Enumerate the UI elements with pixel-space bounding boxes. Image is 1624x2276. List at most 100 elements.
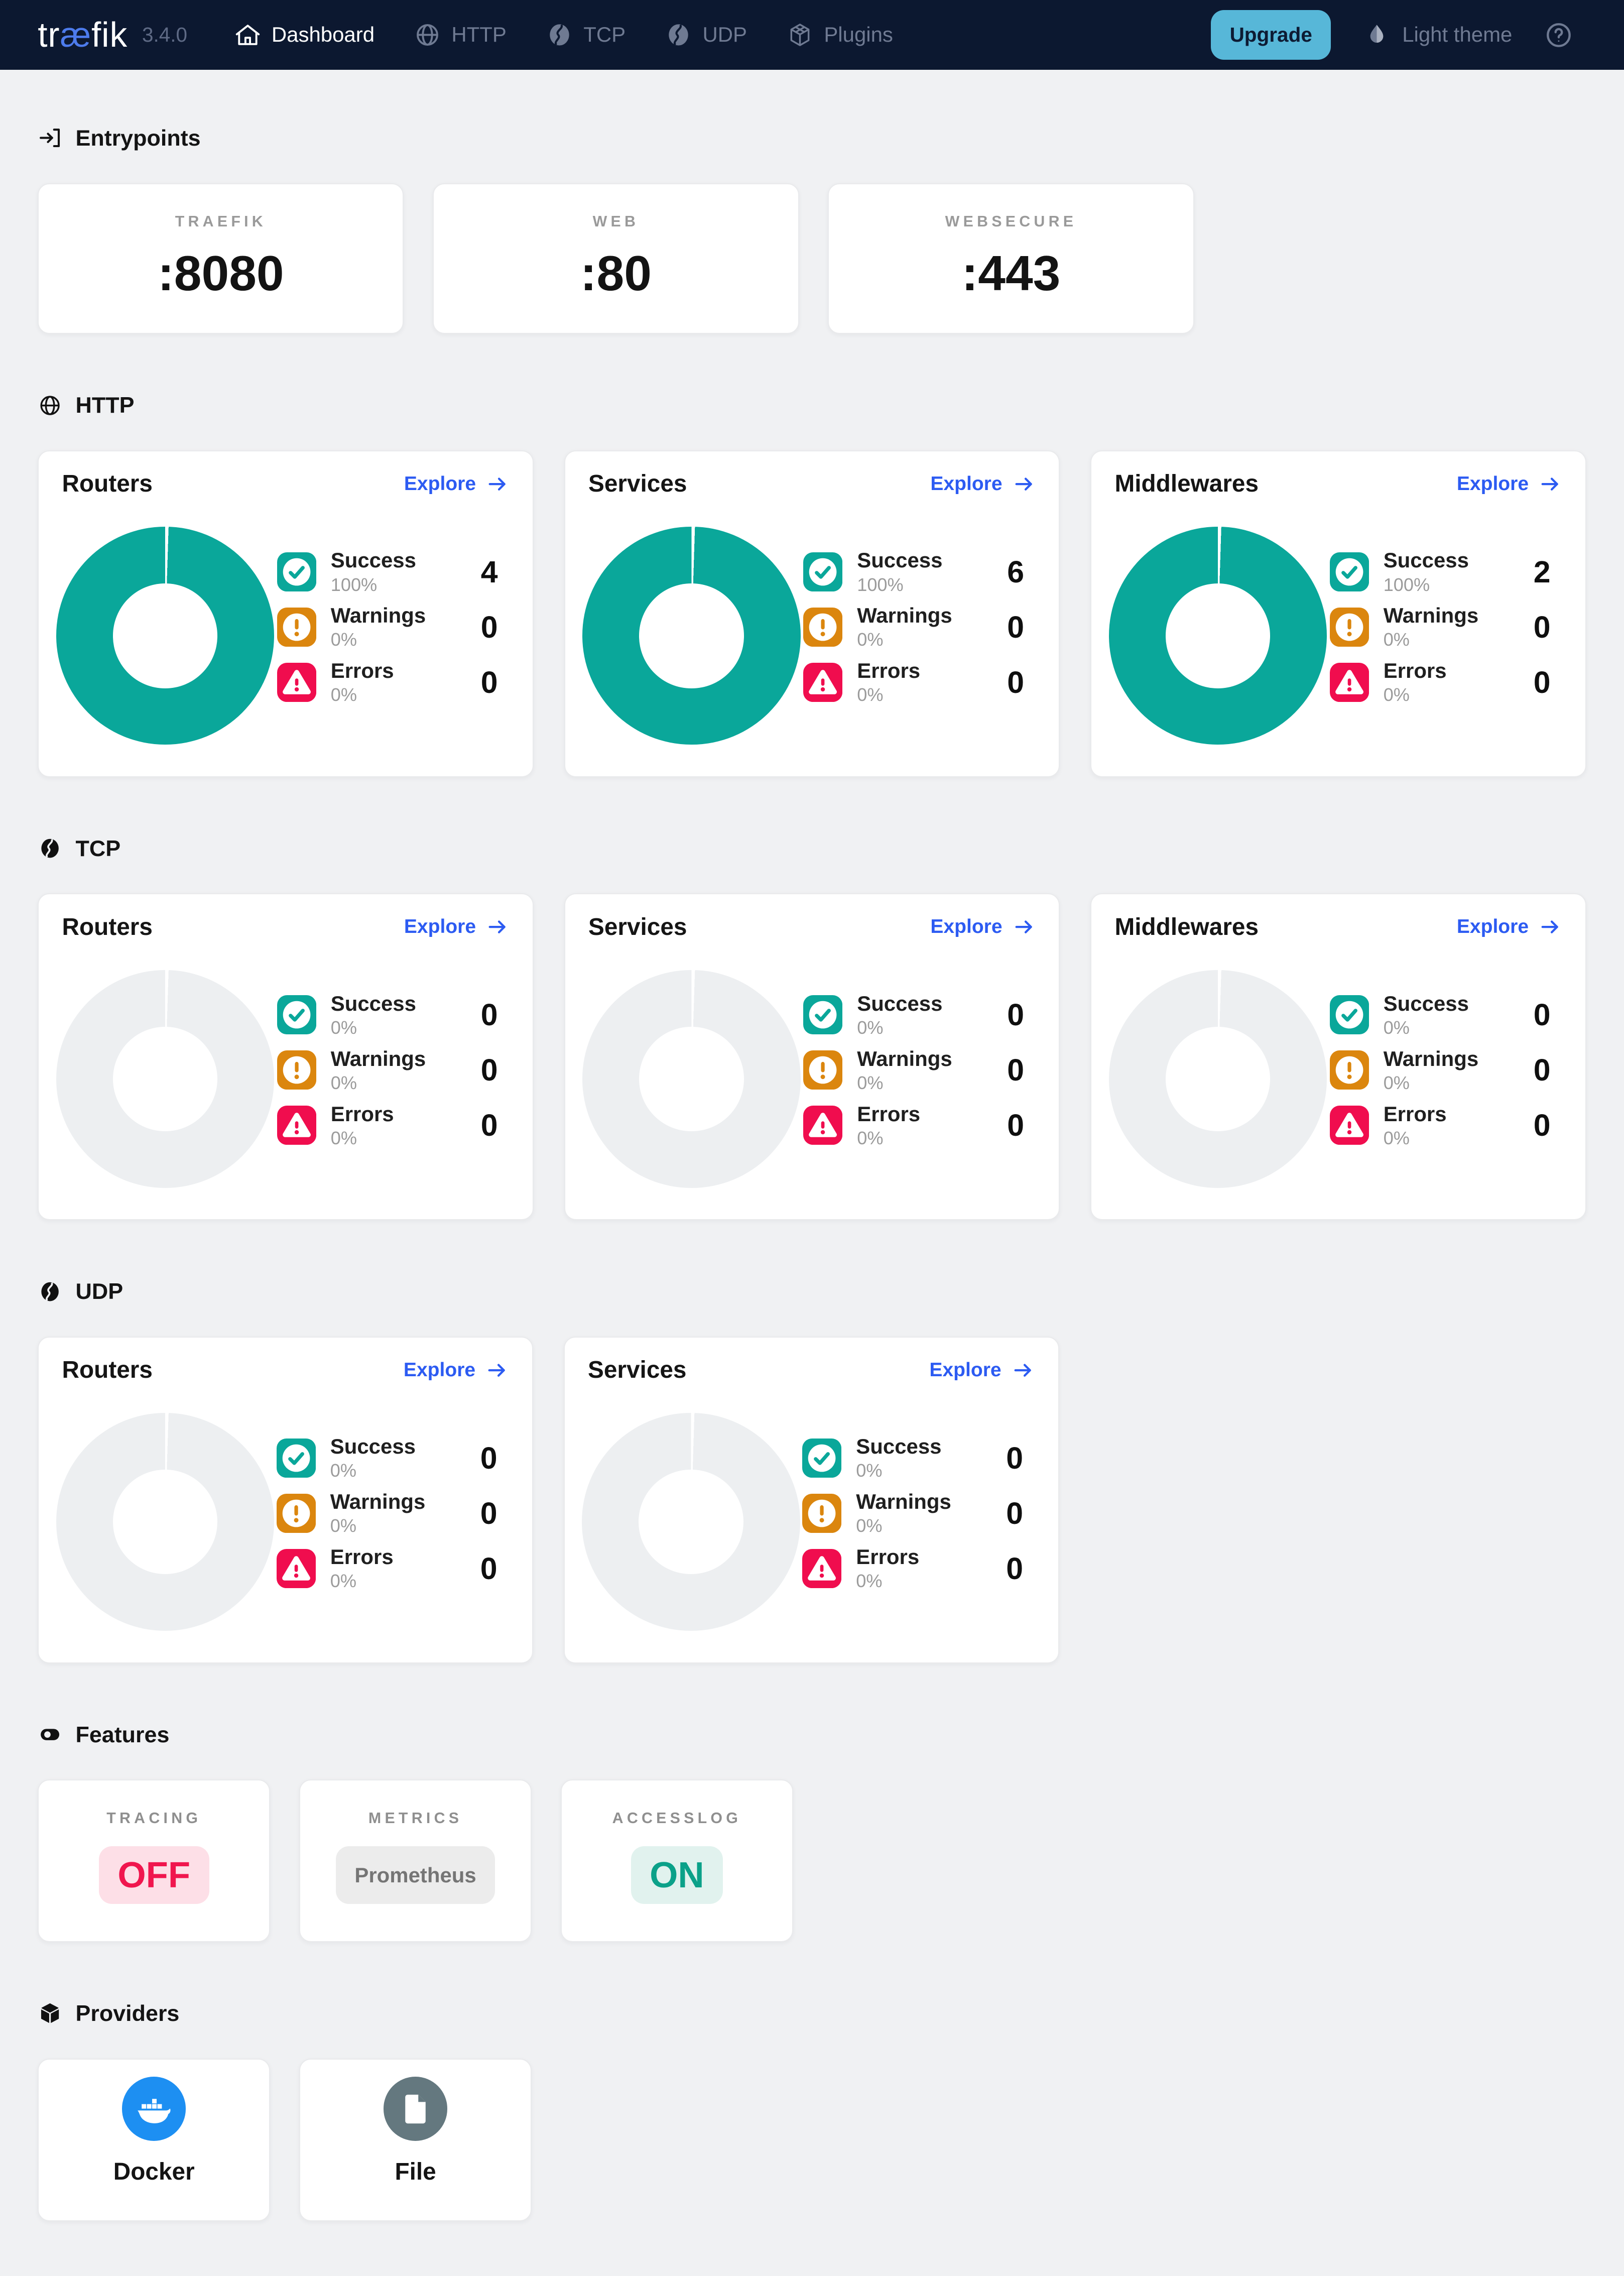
explore-link[interactable]: Explore <box>1457 915 1562 938</box>
entrypoint-name: WEB <box>592 213 640 230</box>
section-title: Features <box>75 1721 170 1747</box>
http-header: HTTP <box>38 392 1586 418</box>
navbar-right: Upgrade Light theme <box>1210 10 1586 60</box>
upgrade-button[interactable]: Upgrade <box>1210 10 1331 60</box>
nav-item-plugins[interactable]: Plugins <box>786 21 893 49</box>
errors-count: 0 <box>480 1108 498 1143</box>
legend-row-warnings: Warnings 0% 0 <box>803 1045 1024 1095</box>
provider-name: Docker <box>113 2159 195 2186</box>
card-title: Routers <box>62 913 153 940</box>
explore-link[interactable]: Explore <box>930 472 1036 496</box>
card-title: Services <box>588 470 687 498</box>
section-entrypoints: Entrypoints TRAEFIK :8080 WEB :80 WEBSEC… <box>38 125 1586 334</box>
nav-item-dashboard[interactable]: Dashboard <box>234 21 374 49</box>
errors-count: 0 <box>1007 665 1024 699</box>
errors-count: 0 <box>1533 665 1551 699</box>
card-title: Middlewares <box>1114 470 1259 498</box>
nav-item-http[interactable]: HTTP <box>414 21 507 49</box>
globe-icon <box>38 393 62 418</box>
toggle-icon <box>38 1722 62 1747</box>
donut-chart <box>582 527 801 745</box>
section-title: UDP <box>75 1278 123 1304</box>
theme-toggle[interactable]: Light theme <box>1363 21 1512 49</box>
legend-row-success: Success 100% 4 <box>277 547 498 596</box>
success-count: 0 <box>1533 998 1551 1032</box>
feature-name: TRACING <box>106 1810 202 1827</box>
question-icon <box>1544 21 1573 50</box>
nav-item-tcp[interactable]: TCP <box>546 21 626 49</box>
legend-row-warnings: Warnings 0% 0 <box>277 1489 497 1538</box>
docker-icon <box>122 2077 186 2141</box>
error-icon <box>1330 663 1369 702</box>
arrow-right-icon <box>1012 1359 1035 1382</box>
udp-services-card: Services Explore Success 0% 0 <box>563 1336 1059 1663</box>
entrypoints-header: Entrypoints <box>38 125 1586 151</box>
plugins-icon <box>786 21 814 49</box>
section-title: Providers <box>75 2000 180 2026</box>
legend-row-success: Success 0% 0 <box>277 1433 497 1483</box>
error-icon <box>802 1549 841 1588</box>
success-count: 4 <box>480 554 498 589</box>
provider-card-file: File <box>299 2058 532 2221</box>
legend-row-warnings: Warnings 0% 0 <box>802 1489 1023 1538</box>
feature-name: ACCESSLOG <box>612 1810 742 1827</box>
donut-chart <box>1108 527 1327 745</box>
legend-row-success: Success 0% 0 <box>277 990 498 1039</box>
donut-chart <box>582 1413 800 1631</box>
help-button[interactable] <box>1544 21 1573 50</box>
donut-chart <box>56 1413 275 1631</box>
entrypoint-card-web: WEB :80 <box>433 183 799 334</box>
entrypoint-port: :80 <box>580 246 652 301</box>
legend-row-errors: Errors 0% 0 <box>803 1101 1024 1150</box>
warnings-count: 0 <box>1007 1053 1024 1088</box>
explore-link[interactable]: Explore <box>929 1359 1035 1382</box>
warnings-count: 0 <box>480 610 498 644</box>
success-count: 6 <box>1007 554 1024 589</box>
explore-link[interactable]: Explore <box>1457 472 1562 496</box>
explore-link[interactable]: Explore <box>404 915 510 938</box>
entrypoint-name: TRAEFIK <box>175 213 267 230</box>
warnings-count: 0 <box>1007 610 1024 644</box>
donut-chart <box>56 527 275 745</box>
explore-link[interactable]: Explore <box>404 1359 509 1382</box>
section-udp: UDP Routers Explore Success 0% <box>38 1278 1586 1663</box>
donut-chart <box>56 970 275 1188</box>
legend-row-success: Success 0% 0 <box>802 1433 1023 1483</box>
nav-menu: Dashboard HTTP TCP UDP Plugins <box>234 21 893 49</box>
error-icon <box>803 1106 842 1145</box>
providers-header: Providers <box>38 2000 1586 2026</box>
card-title: Routers <box>62 1357 153 1384</box>
warning-icon <box>803 608 842 647</box>
entrypoint-card-traefik: TRAEFIK :8080 <box>38 183 404 334</box>
explore-link[interactable]: Explore <box>404 472 510 496</box>
entrypoint-card-websecure: WEBSECURE :443 <box>828 183 1194 334</box>
error-icon <box>277 1549 316 1588</box>
explore-link[interactable]: Explore <box>930 915 1036 938</box>
warnings-count: 0 <box>480 1496 497 1530</box>
success-icon <box>1330 552 1369 591</box>
warning-icon <box>277 1050 316 1090</box>
legend-row-errors: Errors 0% 0 <box>277 658 498 707</box>
feature-card-tracing: TRACING OFF <box>38 1779 271 1943</box>
donut-chart <box>582 970 801 1188</box>
file-icon <box>383 2077 448 2141</box>
section-tcp: TCP Routers Explore Success 0% <box>38 835 1586 1221</box>
success-icon <box>277 552 316 591</box>
warning-icon <box>277 608 316 647</box>
success-count: 0 <box>1007 998 1024 1032</box>
card-title: Routers <box>62 470 153 498</box>
arrow-right-icon <box>1539 472 1562 496</box>
warning-icon <box>277 1494 316 1533</box>
arrow-right-icon <box>486 915 509 938</box>
error-icon <box>803 663 842 702</box>
protocol-icon <box>546 21 573 49</box>
nav-item-udp[interactable]: UDP <box>665 21 747 49</box>
tcp-routers-card: Routers Explore Success 0% 0 <box>38 893 534 1221</box>
success-count: 2 <box>1533 554 1551 589</box>
legend-row-success: Success 100% 2 <box>1330 547 1551 596</box>
tcp-middlewares-card: Middlewares Explore Success 0% 0 <box>1090 893 1586 1221</box>
arrow-right-icon <box>1013 915 1036 938</box>
error-icon <box>277 663 316 702</box>
legend-row-warnings: Warnings 0% 0 <box>277 603 498 652</box>
success-count: 0 <box>480 998 498 1032</box>
